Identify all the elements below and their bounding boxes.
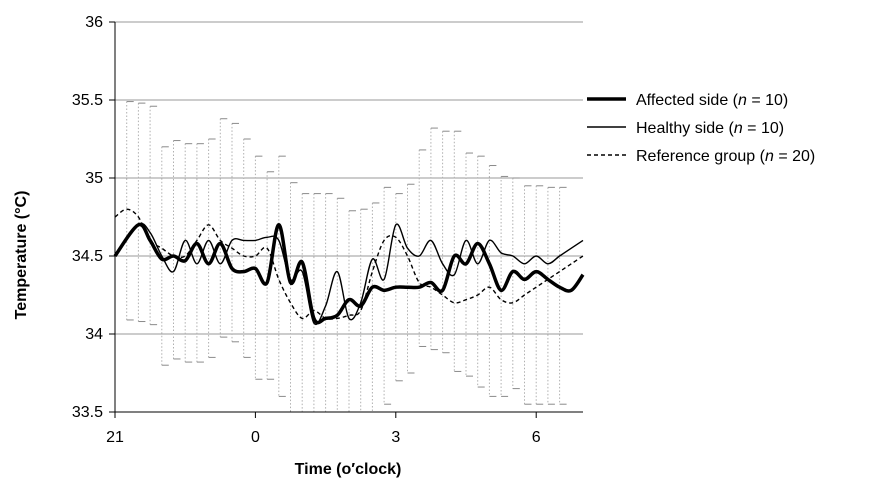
y-tick-label-5: 36 [85,14,103,31]
error-bar-22 [383,186,392,405]
error-bar-10 [243,138,251,358]
error-bar-5 [184,143,193,363]
error-bar-11 [254,155,263,380]
error-bar-7 [208,138,216,358]
y-tick-label-1: 34 [85,326,103,343]
error-bar-27 [442,130,450,354]
series-line-0 [113,222,585,325]
error-bar-19 [348,210,356,413]
error-bar-20 [360,208,368,413]
x-tick-label-0: 21 [106,429,124,446]
error-bar-14 [290,182,298,413]
x-tick-label-1: 0 [251,429,260,446]
error-bar-13 [278,155,286,397]
x-tick-labels: 21 0 3 6 [106,429,541,446]
y-tick-label-2: 34.5 [72,248,103,265]
error-bar-36 [547,186,555,405]
error-bar-4 [173,140,181,360]
error-bar-15 [301,193,310,413]
error-bar-16 [313,193,321,413]
error-bar-6 [196,143,204,363]
legend-item-0: Affected side (n = 10) [587,92,788,109]
y-tick-labels: 33.5 34 34.5 35 35.5 36 [72,14,103,421]
error-bar-12 [266,171,275,380]
legend-item-1: Healthy side (n = 10) [587,120,784,137]
x-tick-label-2: 3 [391,429,400,446]
y-tick-label-4: 35.5 [72,92,103,109]
legend-label-0: Affected side (n = 10) [636,92,788,109]
series-lines [113,208,585,326]
legend-label-1: Healthy side (n = 10) [636,120,784,137]
legend: Affected side (n = 10) Healthy side (n = … [587,92,815,165]
error-bar-28 [453,130,462,372]
error-bars [126,101,567,413]
error-bar-34 [524,185,532,405]
error-bar-32 [500,175,509,397]
y-tick-label-3: 35 [85,170,103,187]
error-bar-29 [465,152,473,377]
error-bar-37 [559,186,567,405]
error-bar-1 [137,102,146,323]
error-bar-0 [126,101,134,321]
error-bar-26 [430,127,438,351]
legend-label-2: Reference group (n = 20) [636,148,815,165]
error-bar-9 [231,122,239,343]
y-tick-label-0: 33.5 [72,404,103,421]
error-bar-31 [488,165,497,397]
error-bar-25 [418,149,427,347]
error-bar-21 [371,202,380,413]
error-bar-30 [477,155,485,388]
error-bar-23 [395,193,403,382]
error-bar-24 [407,183,415,374]
axes [109,21,583,418]
error-bar-35 [535,185,544,405]
x-axis-title: Time (o′clock) [295,461,402,478]
x-tick-label-3: 6 [532,429,541,446]
error-bar-8 [219,118,228,338]
y-axis-title: Temperature (°C) [13,191,30,320]
legend-item-2: Reference group (n = 20) [587,148,815,165]
error-bar-2 [149,105,158,326]
error-bar-33 [512,177,520,390]
